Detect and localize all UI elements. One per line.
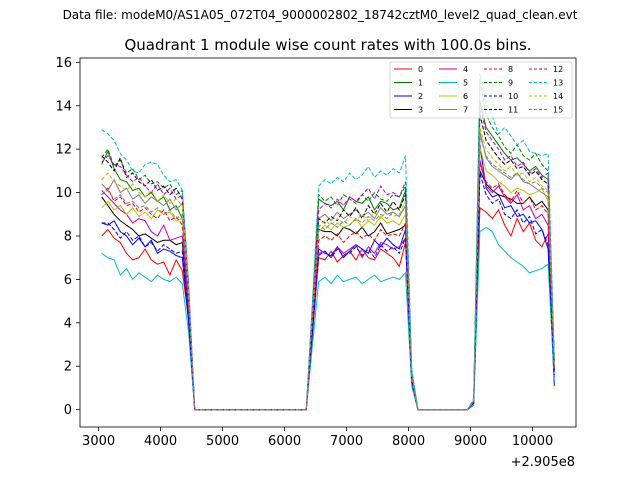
series-line-0: [101, 206, 555, 411]
y-tick-label: 2: [64, 360, 72, 375]
y-tick-label: 16: [55, 56, 72, 71]
x-tick-label: 10000: [512, 434, 553, 449]
chart-title: Quadrant 1 module wise count rates with …: [124, 36, 531, 54]
y-tick-label: 14: [55, 99, 72, 114]
y-tick-label: 8: [64, 229, 72, 244]
series-line-10: [101, 172, 555, 411]
legend-label-15: 15: [553, 106, 563, 115]
x-tick-label: 3000: [82, 434, 115, 449]
y-tick-label: 6: [64, 273, 72, 288]
legend-label-9: 9: [508, 79, 513, 88]
series-line-5: [101, 226, 555, 411]
x-offset-label: +2.905e8: [511, 455, 575, 470]
y-axis: 0 2 4 6 8 10 12 14 16: [55, 56, 80, 418]
series-line-9: [101, 79, 555, 411]
legend-label-6: 6: [463, 92, 468, 101]
y-tick-label: 10: [55, 186, 72, 201]
legend-label-1: 1: [418, 79, 423, 88]
plot-frame: [79, 57, 577, 428]
x-tick-label: 6000: [268, 434, 301, 449]
legend-label-10: 10: [508, 92, 518, 101]
legend-label-4: 4: [463, 65, 468, 74]
legend-label-11: 11: [508, 106, 518, 115]
legend-label-14: 14: [553, 92, 563, 101]
y-tick-label: 0: [64, 403, 72, 418]
series-line-7: [101, 131, 555, 411]
legend-label-0: 0: [418, 65, 423, 74]
x-tick-label: 8000: [392, 434, 425, 449]
legend-label-8: 8: [508, 65, 513, 74]
legend-label-13: 13: [553, 79, 563, 88]
x-tick-label: 7000: [330, 434, 363, 449]
series-line-15: [101, 135, 555, 411]
series-lines: [101, 73, 555, 411]
legend-box: [389, 61, 573, 119]
x-tick-label: 5000: [206, 434, 239, 449]
data-file-label: Data file: modeM0/AS1A05_072T04_90000028…: [63, 8, 578, 22]
y-tick-label: 4: [64, 316, 72, 331]
series-line-13: [101, 73, 555, 411]
legend-label-2: 2: [418, 92, 423, 101]
legend-label-12: 12: [553, 65, 563, 74]
x-tick-label: 9000: [454, 434, 487, 449]
x-tick-label: 4000: [144, 434, 177, 449]
legend-label-5: 5: [463, 79, 468, 88]
legend-label-7: 7: [463, 106, 468, 115]
x-axis: 3000 4000 5000 6000 7000 8000 9000 10000: [82, 427, 553, 449]
y-tick-label: 12: [55, 143, 72, 158]
legend-label-3: 3: [418, 106, 423, 115]
